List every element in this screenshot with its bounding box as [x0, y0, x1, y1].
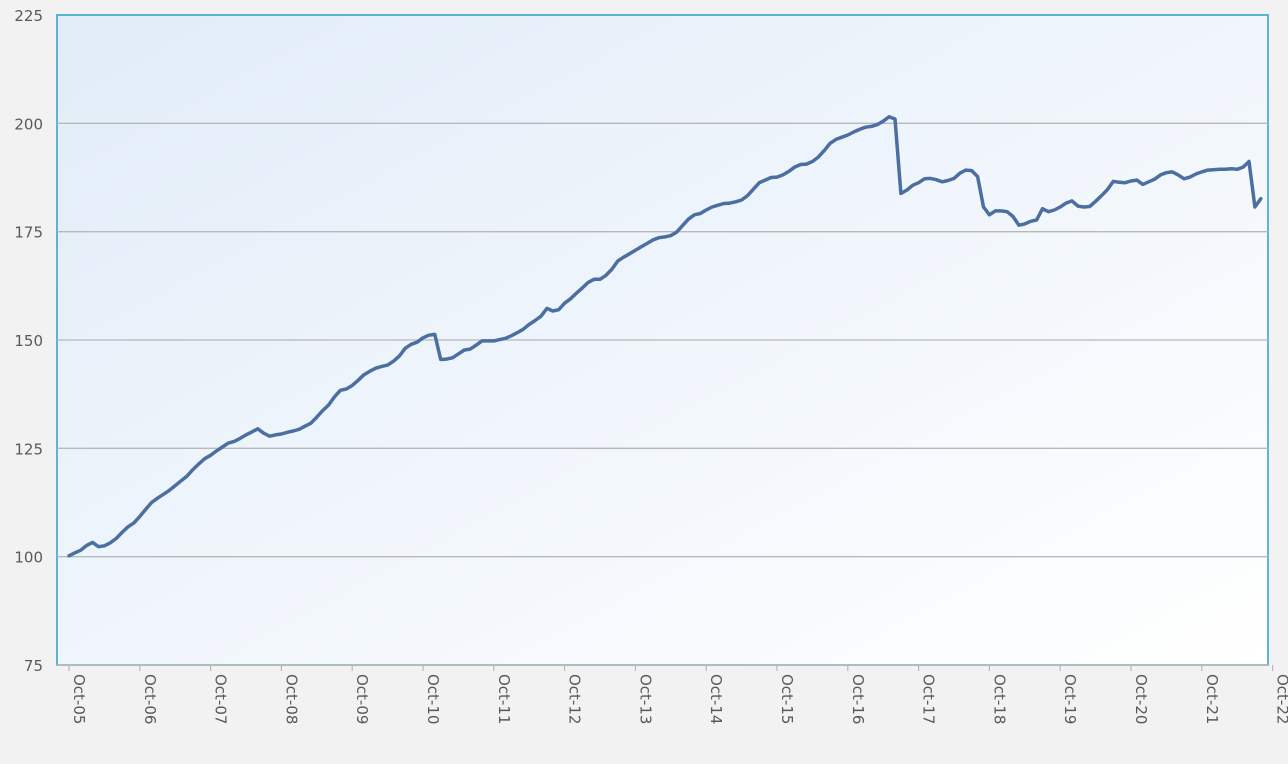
- x-tick-label: Oct-15: [778, 674, 796, 724]
- x-axis-labels: Oct-05 Oct-06 Oct-07 Oct-08 Oct-09 Oct-10 Oct-…: [70, 674, 1288, 724]
- x-tick-label: Oct-10: [424, 674, 442, 724]
- x-tick-label: Oct-18: [990, 674, 1008, 724]
- x-tick-label: Oct-20: [1132, 674, 1150, 724]
- series-layer: [67, 115, 1263, 558]
- x-tick-label: Oct-12: [566, 674, 584, 724]
- y-axis: 75 100 125 150 175 200 225: [14, 7, 43, 675]
- y-tick-label: 75: [24, 657, 43, 675]
- y-tick-label: 175: [14, 224, 43, 242]
- x-tick-label: Oct-08: [282, 674, 300, 724]
- x-tick-label: Oct-19: [1061, 674, 1079, 724]
- x-tick-label: Oct-07: [212, 674, 230, 724]
- x-tick-label: Oct-22: [1274, 674, 1288, 724]
- x-axis: [57, 664, 1274, 671]
- x-tick-label: Oct-11: [495, 674, 513, 724]
- y-tick-label: 200: [14, 115, 43, 133]
- y-tick-label: 150: [14, 332, 43, 350]
- x-tick-label: Oct-16: [849, 674, 867, 724]
- x-tick-label: Oct-14: [707, 674, 725, 724]
- gridlines: [57, 122, 1268, 558]
- series-line-1: [67, 115, 1263, 558]
- x-tick-label: Oct-21: [1203, 674, 1221, 724]
- y-tick-label: 125: [14, 440, 43, 458]
- x-tick-label: Oct-05: [70, 674, 88, 724]
- x-tick-label: Oct-13: [636, 674, 654, 724]
- y-tick-label: 100: [14, 549, 43, 567]
- x-tick-label: Oct-06: [141, 674, 159, 724]
- x-tick-label: Oct-17: [920, 674, 938, 724]
- y-tick-label: 225: [14, 7, 43, 25]
- x-tick-label: Oct-09: [353, 674, 371, 724]
